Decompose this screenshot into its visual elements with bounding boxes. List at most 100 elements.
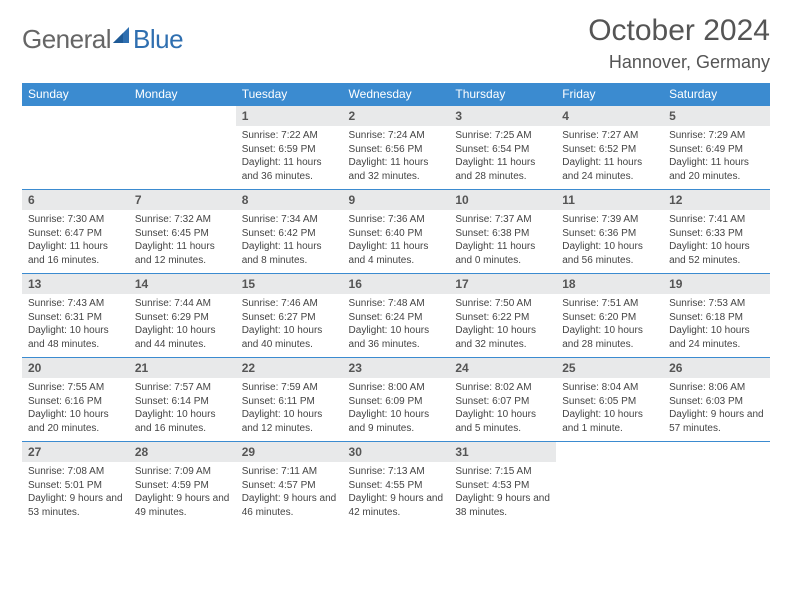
day-number: 24 [449,358,556,378]
sunrise-line: Sunrise: 7:46 AM [242,297,337,311]
day-cell: 21Sunrise: 7:57 AMSunset: 6:14 PMDayligh… [129,358,236,442]
location: Hannover, Germany [588,52,770,73]
sunrise-line: Sunrise: 7:25 AM [455,129,550,143]
day-number: 25 [556,358,663,378]
day-body: Sunrise: 7:50 AMSunset: 6:22 PMDaylight:… [449,294,556,357]
day-number: 30 [343,442,450,462]
week-number-row: 20Sunrise: 7:55 AMSunset: 6:16 PMDayligh… [22,358,770,442]
sunset-line: Sunset: 6:54 PM [455,143,550,157]
sunset-line: Sunset: 6:03 PM [669,395,764,409]
day-cell: 13Sunrise: 7:43 AMSunset: 6:31 PMDayligh… [22,274,129,358]
daylight-line: Daylight: 10 hours and 44 minutes. [135,324,230,351]
sunrise-line: Sunrise: 7:53 AM [669,297,764,311]
day-body: Sunrise: 7:25 AMSunset: 6:54 PMDaylight:… [449,126,556,189]
sunrise-line: Sunrise: 7:41 AM [669,213,764,227]
day-body: Sunrise: 7:41 AMSunset: 6:33 PMDaylight:… [663,210,770,273]
day-body: Sunrise: 7:37 AMSunset: 6:38 PMDaylight:… [449,210,556,273]
sunrise-line: Sunrise: 7:55 AM [28,381,123,395]
day-number: 14 [129,274,236,294]
day-cell: 28Sunrise: 7:09 AMSunset: 4:59 PMDayligh… [129,442,236,526]
day-body [556,448,663,506]
sunset-line: Sunset: 6:45 PM [135,227,230,241]
day-number: 23 [343,358,450,378]
day-body [129,112,236,170]
sunset-line: Sunset: 6:22 PM [455,311,550,325]
month-title: October 2024 [588,14,770,48]
sunrise-line: Sunrise: 7:09 AM [135,465,230,479]
day-number: 21 [129,358,236,378]
day-cell: 24Sunrise: 8:02 AMSunset: 6:07 PMDayligh… [449,358,556,442]
day-cell: 8Sunrise: 7:34 AMSunset: 6:42 PMDaylight… [236,190,343,274]
title-block: October 2024 Hannover, Germany [588,14,770,73]
day-cell: 11Sunrise: 7:39 AMSunset: 6:36 PMDayligh… [556,190,663,274]
day-cell: 26Sunrise: 8:06 AMSunset: 6:03 PMDayligh… [663,358,770,442]
day-body: Sunrise: 7:51 AMSunset: 6:20 PMDaylight:… [556,294,663,357]
day-cell [129,106,236,190]
week-number-row: 13Sunrise: 7:43 AMSunset: 6:31 PMDayligh… [22,274,770,358]
day-number: 11 [556,190,663,210]
day-number: 28 [129,442,236,462]
day-body: Sunrise: 7:32 AMSunset: 6:45 PMDaylight:… [129,210,236,273]
daylight-line: Daylight: 11 hours and 8 minutes. [242,240,337,267]
day-cell: 1Sunrise: 7:22 AMSunset: 6:59 PMDaylight… [236,106,343,190]
day-body: Sunrise: 7:39 AMSunset: 6:36 PMDaylight:… [556,210,663,273]
day-body: Sunrise: 8:06 AMSunset: 6:03 PMDaylight:… [663,378,770,441]
sunset-line: Sunset: 6:33 PM [669,227,764,241]
day-number: 2 [343,106,450,126]
daylight-line: Daylight: 11 hours and 12 minutes. [135,240,230,267]
daylight-line: Daylight: 10 hours and 20 minutes. [28,408,123,435]
sunrise-line: Sunrise: 7:59 AM [242,381,337,395]
day-cell: 17Sunrise: 7:50 AMSunset: 6:22 PMDayligh… [449,274,556,358]
sunset-line: Sunset: 6:16 PM [28,395,123,409]
sunrise-line: Sunrise: 7:36 AM [349,213,444,227]
daylight-line: Daylight: 11 hours and 32 minutes. [349,156,444,183]
day-number: 17 [449,274,556,294]
sunset-line: Sunset: 4:55 PM [349,479,444,493]
week-number-row: 27Sunrise: 7:08 AMSunset: 5:01 PMDayligh… [22,442,770,526]
sunset-line: Sunset: 6:18 PM [669,311,764,325]
daylight-line: Daylight: 10 hours and 28 minutes. [562,324,657,351]
sunrise-line: Sunrise: 7:50 AM [455,297,550,311]
sunrise-line: Sunrise: 8:02 AM [455,381,550,395]
day-cell [556,442,663,526]
sunset-line: Sunset: 6:09 PM [349,395,444,409]
day-number: 10 [449,190,556,210]
day-header: Sunday [22,83,129,106]
sunset-line: Sunset: 4:57 PM [242,479,337,493]
daylight-line: Daylight: 10 hours and 16 minutes. [135,408,230,435]
sunrise-line: Sunrise: 7:13 AM [349,465,444,479]
day-cell: 9Sunrise: 7:36 AMSunset: 6:40 PMDaylight… [343,190,450,274]
day-cell: 3Sunrise: 7:25 AMSunset: 6:54 PMDaylight… [449,106,556,190]
sunset-line: Sunset: 6:59 PM [242,143,337,157]
logo-text-general: General [22,24,111,55]
day-number: 27 [22,442,129,462]
day-number: 26 [663,358,770,378]
daylight-line: Daylight: 9 hours and 46 minutes. [242,492,337,519]
sunset-line: Sunset: 6:07 PM [455,395,550,409]
day-body: Sunrise: 7:09 AMSunset: 4:59 PMDaylight:… [129,462,236,525]
day-number: 31 [449,442,556,462]
sunset-line: Sunset: 6:52 PM [562,143,657,157]
daylight-line: Daylight: 11 hours and 28 minutes. [455,156,550,183]
day-body: Sunrise: 8:02 AMSunset: 6:07 PMDaylight:… [449,378,556,441]
day-header: Thursday [449,83,556,106]
day-body [663,448,770,506]
day-body: Sunrise: 7:36 AMSunset: 6:40 PMDaylight:… [343,210,450,273]
day-body [22,112,129,170]
day-body: Sunrise: 8:00 AMSunset: 6:09 PMDaylight:… [343,378,450,441]
daylight-line: Daylight: 10 hours and 40 minutes. [242,324,337,351]
logo-text-blue: Blue [133,24,183,55]
sunset-line: Sunset: 4:59 PM [135,479,230,493]
day-number: 13 [22,274,129,294]
sunrise-line: Sunrise: 8:06 AM [669,381,764,395]
day-body: Sunrise: 7:43 AMSunset: 6:31 PMDaylight:… [22,294,129,357]
logo-sail-icon [111,25,131,45]
day-number: 8 [236,190,343,210]
sunrise-line: Sunrise: 7:43 AM [28,297,123,311]
sunrise-line: Sunrise: 7:08 AM [28,465,123,479]
day-header-row: Sunday Monday Tuesday Wednesday Thursday… [22,83,770,106]
day-header: Wednesday [343,83,450,106]
day-header: Friday [556,83,663,106]
sunrise-line: Sunrise: 7:22 AM [242,129,337,143]
sunset-line: Sunset: 6:11 PM [242,395,337,409]
